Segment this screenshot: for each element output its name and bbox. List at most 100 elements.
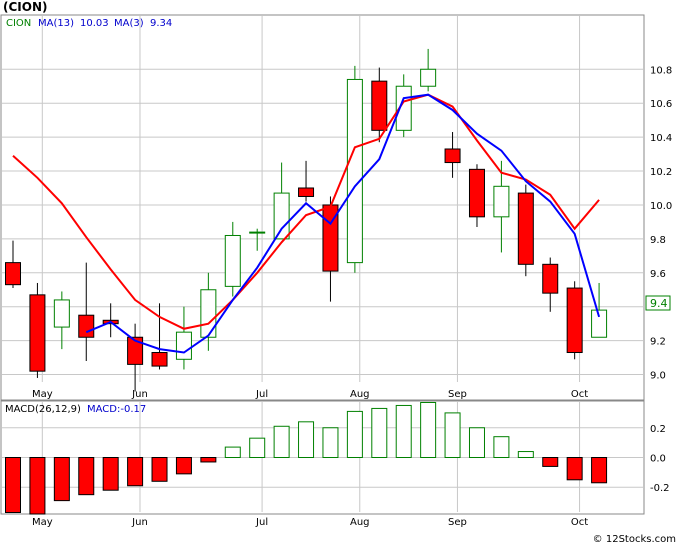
candle-body [517, 192, 534, 265]
candle [249, 228, 266, 251]
macd-bar [420, 401, 437, 459]
macd-value: MACD:-0.17 [87, 404, 146, 415]
candle [298, 160, 315, 202]
candle-body [200, 289, 217, 338]
candles [5, 48, 608, 392]
price-tick-label: 9.2 [650, 337, 666, 348]
macd-bar [249, 437, 266, 458]
ma3-label: MA(3) [114, 18, 144, 29]
macd-bar [175, 457, 192, 475]
candle [151, 303, 168, 370]
price-tick-label: 10.2 [650, 167, 672, 178]
price-month-label: Jul [255, 389, 268, 400]
price-tick-label: 9.8 [650, 235, 666, 246]
price-month-label: Jun [131, 389, 148, 400]
macd-bar [200, 457, 217, 463]
ma13-label: MA(13) [38, 18, 74, 29]
macd-month-label: Jun [131, 517, 148, 528]
price-month-label: Oct [571, 389, 588, 400]
macd-bar [298, 421, 315, 459]
macd-bar [5, 457, 21, 514]
candle [542, 257, 559, 312]
price-tick-label: 10.0 [650, 201, 672, 212]
macd-month-label: Jul [255, 517, 268, 528]
candle-body [542, 263, 559, 294]
candle-body [249, 231, 266, 234]
macd-bar [78, 457, 95, 496]
price-y-axis: 9.0 9.2 9.4 9.6 9.8 10.0 10.2 10.4 10.6 10.8 [650, 65, 672, 381]
candle [468, 164, 485, 228]
price-tick-label: 10.8 [650, 65, 672, 76]
candle-body [591, 309, 608, 338]
macd-bar [151, 457, 168, 482]
candle [5, 240, 21, 289]
candle [371, 67, 388, 143]
candle [127, 323, 144, 392]
macd-tick-label: 0.2 [650, 424, 666, 435]
candle-body [127, 336, 144, 365]
candle-body [273, 192, 290, 240]
price-grid [2, 16, 643, 382]
macd-bar [468, 427, 485, 458]
macd-bar [591, 457, 608, 484]
candle [420, 48, 437, 92]
candle [444, 132, 461, 178]
macd-bar [517, 451, 534, 459]
macd-y-axis: -0.2 0.0 0.2 [650, 424, 670, 494]
ma13-value: 10.03 [80, 18, 109, 29]
candle [346, 65, 363, 273]
macd-title: MACD(26,12,9) [5, 404, 81, 415]
macd-bar [224, 446, 241, 458]
macd-bar [322, 427, 339, 458]
last-price-value: 9.4 [650, 297, 668, 310]
macd-month-label: Oct [571, 517, 588, 528]
candle-body [444, 148, 461, 164]
macd-x-axis: May Jun Jul Aug Sep Oct [32, 517, 588, 528]
moving-averages [12, 93, 601, 354]
candle-body [346, 78, 363, 264]
candle [517, 184, 534, 277]
macd-tick-label: 0.0 [650, 454, 666, 465]
macd-month-label: Aug [350, 517, 370, 528]
candle [273, 162, 290, 240]
candle-body [420, 68, 437, 87]
price-x-axis: May Jun Jul Aug Sep Oct [32, 389, 588, 400]
candle-body [151, 352, 168, 367]
macd-bar [346, 410, 363, 459]
candle [566, 281, 583, 360]
candle-body [468, 168, 485, 218]
price-tick-label: 9.0 [650, 371, 666, 382]
ma13-line [12, 93, 600, 330]
price-tick-label: 10.6 [650, 99, 672, 110]
candle-body [5, 262, 21, 286]
candle [493, 160, 510, 253]
macd-bars [5, 401, 608, 515]
price-month-label: May [32, 389, 53, 400]
candle [29, 282, 46, 378]
ticker-title: (CION) [3, 0, 47, 14]
macd-bar [102, 457, 119, 491]
macd-bar [444, 412, 461, 459]
candle-body [175, 331, 192, 360]
macd-bar [371, 407, 388, 458]
macd-bar [29, 457, 46, 515]
candle-body [566, 287, 583, 354]
candle-body [29, 294, 46, 372]
macd-bar [542, 457, 559, 467]
candle-body [78, 314, 95, 338]
candle-body [371, 80, 388, 131]
price-tick-label: 9.6 [650, 269, 666, 280]
last-price-tag: 9.4 [645, 295, 671, 311]
candle [224, 221, 241, 297]
macd-bar [127, 457, 144, 487]
price-month-label: Aug [350, 389, 370, 400]
candle-body [53, 299, 70, 328]
candle [78, 262, 95, 361]
macd-bar [53, 457, 70, 502]
macd-bar [493, 436, 510, 458]
macd-month-label: Sep [448, 517, 467, 528]
candle [591, 282, 608, 338]
candle [53, 291, 70, 350]
price-month-label: Sep [448, 389, 467, 400]
